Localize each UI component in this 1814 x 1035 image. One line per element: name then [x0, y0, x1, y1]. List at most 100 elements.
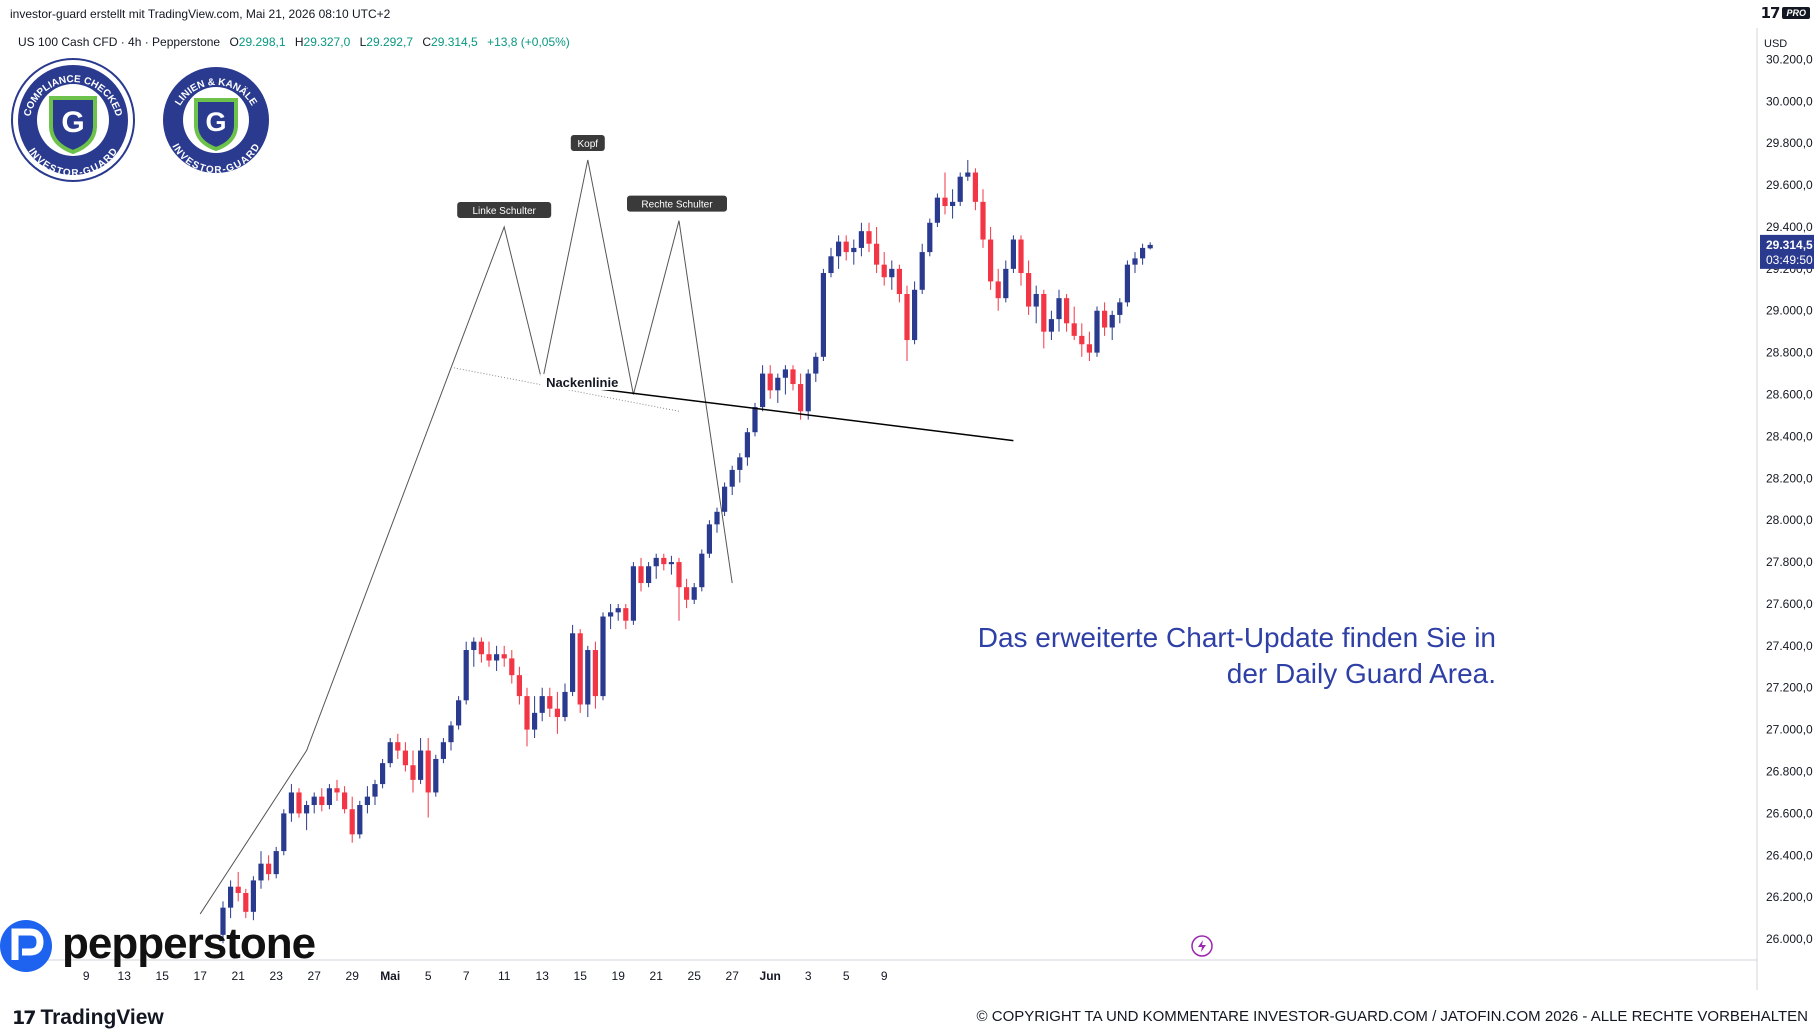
candle-body: [592, 650, 598, 697]
candle-body: [1003, 268, 1009, 299]
time-tick-label: 7: [463, 969, 470, 983]
candle-body: [782, 369, 788, 378]
candle-body: [364, 796, 370, 806]
candle: [912, 281, 918, 345]
candle: [957, 172, 963, 207]
candle: [638, 557, 644, 592]
candle-body: [851, 247, 857, 253]
candle-body: [752, 407, 758, 433]
candle-body: [456, 700, 462, 726]
candles-group: [220, 159, 1153, 944]
candle-body: [250, 880, 256, 912]
candle-body: [1109, 314, 1115, 328]
candle-body: [349, 809, 355, 835]
candle-body: [402, 750, 408, 766]
candle: [1010, 235, 1016, 274]
candle: [699, 549, 705, 592]
candle-body: [311, 796, 317, 806]
candle-body: [988, 239, 994, 282]
candle-body: [1117, 302, 1123, 315]
tradingview-logo-icon: 17: [12, 1007, 36, 1029]
candle: [1109, 310, 1115, 341]
head-shoulders-outline: [199, 159, 733, 915]
candle-body: [790, 369, 796, 385]
candle: [729, 465, 735, 496]
last-price-label: 29.314,5: [1766, 238, 1813, 252]
candle: [782, 365, 788, 395]
candle: [722, 482, 728, 516]
candle: [288, 784, 294, 822]
candle-body: [1056, 298, 1062, 320]
time-tick-label: 9: [881, 969, 888, 983]
candle: [630, 562, 636, 625]
candle-body: [228, 886, 234, 908]
candle-body: [828, 256, 834, 274]
close-value: 29.314,5: [431, 35, 478, 49]
candle: [668, 555, 674, 575]
price-axis[interactable]: 30.200,0 30.000,0 29.800,0 29.600,0 29.400,0…: [1760, 52, 1814, 946]
time-tick-label: 11: [498, 969, 511, 983]
candle-body: [281, 813, 287, 852]
symbol-legend: US 100 Cash CFD · 4h · Pepperstone O29.2…: [18, 35, 570, 49]
candle-body: [425, 750, 431, 793]
candle: [433, 754, 439, 797]
event-lightning-icon[interactable]: [1191, 935, 1213, 957]
neckline: [542, 381, 1014, 442]
candle: [547, 687, 553, 718]
pattern-lines: Nackenlinie Linke Schulter Kopf Rechte Schu…: [199, 134, 1014, 915]
candle-body: [1018, 239, 1024, 274]
candle-body: [744, 432, 750, 458]
price-tick-label: 28.000,0: [1766, 513, 1813, 527]
candle: [463, 641, 469, 705]
candle-body: [684, 587, 690, 600]
candle: [334, 779, 340, 801]
candle: [600, 612, 606, 701]
candle-body: [532, 712, 538, 730]
candle-body: [942, 197, 948, 207]
currency-label[interactable]: USD: [1764, 38, 1788, 50]
candle-body: [1033, 293, 1039, 307]
time-tick-label: 13: [118, 969, 132, 983]
author-byline: investor-guard erstellt mit TradingView.…: [10, 7, 391, 21]
candle-body: [380, 763, 386, 785]
top-bar: investor-guard erstellt mit TradingView.…: [0, 0, 1814, 28]
candle-body: [433, 758, 439, 793]
candle: [714, 507, 720, 533]
price-tick-label: 28.200,0: [1766, 471, 1813, 485]
price-tick-label: 28.800,0: [1766, 346, 1813, 360]
low-value: 29.292,7: [366, 35, 413, 49]
price-tick-label: 26.800,0: [1766, 765, 1813, 779]
candle-body: [1132, 258, 1138, 265]
price-tick-label: 29.800,0: [1766, 136, 1813, 150]
candle-body: [798, 384, 804, 412]
tradingview-wordmark: TradingView: [40, 1006, 164, 1029]
candle: [1117, 298, 1123, 324]
symbol-name[interactable]: US 100 Cash CFD · 4h · Pepperstone: [18, 35, 221, 49]
candle: [623, 603, 629, 630]
candle-body: [608, 612, 614, 617]
time-tick-label: Mai: [380, 969, 400, 983]
candle: [820, 268, 826, 362]
head-label-bg: [570, 134, 605, 151]
candle-body: [858, 231, 864, 248]
tradingview-footer[interactable]: 17 TradingView: [12, 1006, 164, 1030]
time-axis[interactable]: 9 13 15 17 21 23 27 29 Mai 5 7 11 13 15 19 21 25 27 Jun 3 5 9: [83, 969, 888, 983]
candle: [737, 453, 743, 483]
candle-body: [516, 675, 522, 697]
candle-body: [342, 792, 348, 810]
price-tick-label: 29.000,0: [1766, 304, 1813, 318]
head-label: Kopf: [570, 134, 605, 151]
candle: [281, 809, 287, 856]
candle: [684, 578, 690, 609]
time-tick-label: 9: [83, 969, 90, 983]
price-tick-label: 27.800,0: [1766, 555, 1813, 569]
candle-body: [965, 172, 971, 177]
candle-body: [562, 691, 568, 718]
candle: [364, 786, 370, 814]
candle-body: [448, 725, 454, 743]
candle: [1064, 293, 1070, 332]
pepperstone-branding: pepperstone: [56, 918, 316, 970]
neckline-label: Nackenlinie: [546, 375, 618, 390]
candle-body: [934, 197, 940, 223]
